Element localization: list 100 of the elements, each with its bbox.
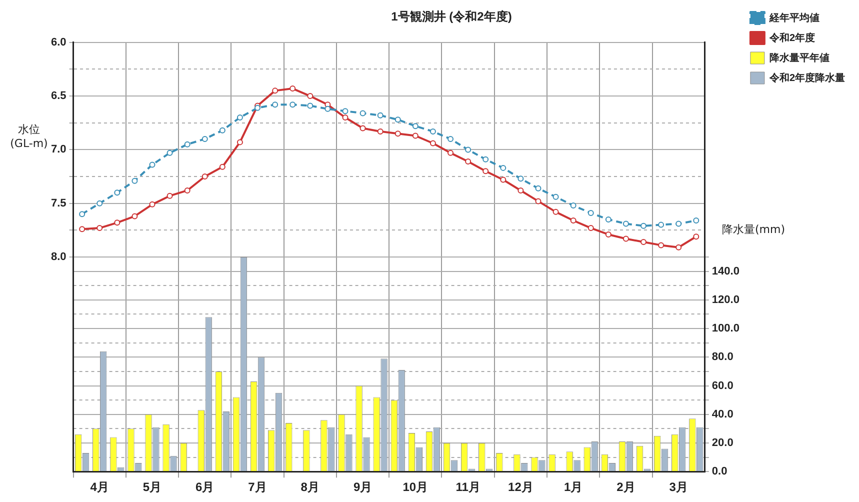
point (605, 231, 612, 238)
point (272, 102, 278, 108)
point (377, 112, 384, 118)
y-tick-label: 6.5 (50, 90, 66, 102)
x-tick-label: 5月 (142, 480, 162, 494)
point (149, 201, 156, 208)
point (658, 222, 664, 228)
point (535, 185, 542, 192)
point (500, 176, 506, 183)
point (342, 114, 348, 121)
legend-label: 降水量平年値 (769, 52, 830, 64)
point (219, 127, 226, 134)
chart-title: 1号観測井 (令和2年度) (391, 10, 512, 24)
y2-axis-title: 降水量(mm) (722, 222, 786, 237)
y-tick-label: 7.0 (50, 144, 66, 156)
point (518, 187, 524, 194)
x-tick-label: 7月 (248, 480, 267, 494)
point (272, 88, 278, 94)
point (482, 168, 489, 174)
point (500, 164, 506, 171)
y2-tick-label: 120.0 (712, 294, 740, 306)
y2-tick-label: 60.0 (712, 380, 734, 392)
point (202, 136, 208, 142)
y2-tick-label: 100.0 (712, 322, 740, 335)
point (290, 86, 296, 92)
x-tick-label: 10月 (402, 480, 428, 494)
point (114, 190, 120, 196)
point (622, 220, 629, 227)
x-tick-label: 4月 (90, 480, 109, 494)
x-tick-label: 1月 (564, 480, 583, 494)
point (219, 164, 226, 170)
point (570, 218, 576, 224)
point (465, 146, 472, 153)
point (640, 222, 647, 229)
legend-label: 令和2年度 (768, 32, 815, 44)
point (114, 220, 120, 226)
y-tick-label: 6.0 (50, 36, 66, 48)
legend-label: 令和2年度降水量 (768, 72, 845, 84)
x-tick-label: 12月 (508, 480, 534, 494)
point (412, 132, 418, 139)
point (448, 136, 454, 142)
point (236, 139, 243, 146)
point (166, 192, 173, 199)
point (640, 238, 647, 245)
point (588, 225, 594, 232)
point (307, 102, 314, 109)
point (430, 140, 436, 146)
y-tick-label: 7.5 (50, 197, 66, 210)
y-axis-title: 水位 (GL-m) (9, 122, 49, 150)
point (676, 244, 682, 250)
x-tick-label: 3月 (669, 480, 688, 494)
point (96, 200, 103, 206)
point (588, 210, 594, 216)
point (236, 114, 243, 121)
point (448, 150, 454, 156)
point (430, 128, 436, 134)
x-tick-label: 11月 (456, 480, 480, 494)
y2-tick-label: 140.0 (712, 265, 740, 278)
x-tick-label: 8月 (300, 480, 320, 494)
point (482, 156, 489, 162)
point (360, 110, 366, 116)
point (202, 174, 208, 180)
point (394, 116, 401, 123)
point (324, 106, 331, 112)
y2-tick-label: 20.0 (712, 437, 734, 450)
point (552, 208, 559, 215)
x-tick-label: 2月 (616, 480, 636, 494)
point (149, 162, 156, 168)
point (552, 194, 559, 200)
point (570, 202, 576, 208)
point (184, 187, 190, 194)
point (622, 236, 629, 242)
point (693, 218, 700, 224)
point (394, 130, 401, 137)
point (518, 176, 524, 182)
point (96, 225, 103, 232)
point (166, 150, 173, 156)
point (79, 226, 86, 232)
x-tick-label: 9月 (353, 480, 372, 494)
point (132, 213, 138, 220)
y2-tick-label: 80.0 (712, 351, 734, 364)
point (535, 198, 542, 204)
point (307, 93, 314, 100)
point (412, 123, 418, 130)
point (605, 216, 612, 222)
point (290, 102, 296, 108)
y-tick-label: 8.0 (50, 251, 66, 264)
point (184, 141, 190, 148)
point (79, 211, 86, 218)
point (377, 128, 384, 134)
legend-label: 経年平均値 (768, 12, 820, 24)
point (360, 125, 366, 132)
y2-tick-label: 0.0 (712, 466, 728, 478)
point (658, 242, 664, 248)
point (693, 234, 700, 240)
x-tick-label: 6月 (196, 480, 214, 494)
point (132, 178, 138, 184)
point (676, 220, 682, 227)
point (342, 108, 348, 114)
point (465, 158, 472, 165)
